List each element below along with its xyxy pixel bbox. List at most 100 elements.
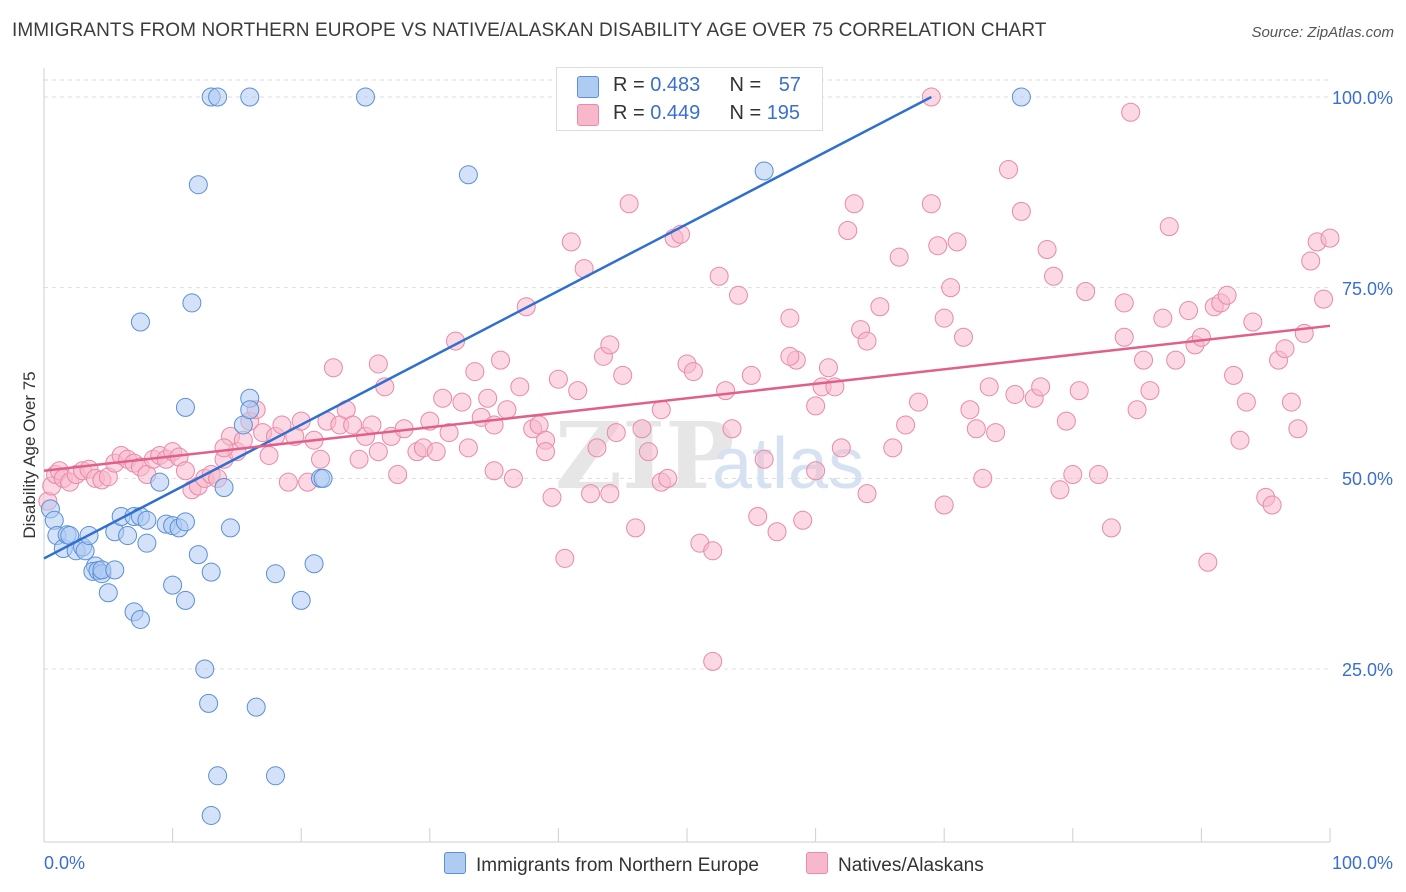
data-point-natives bbox=[960, 400, 980, 420]
data-point-immigrants bbox=[246, 697, 266, 717]
data-point-natives bbox=[548, 369, 568, 389]
data-point-natives bbox=[568, 381, 588, 401]
data-point-natives bbox=[1301, 251, 1321, 271]
data-point-natives bbox=[1011, 201, 1031, 221]
data-point-natives bbox=[966, 419, 986, 439]
data-point-natives bbox=[1243, 312, 1263, 332]
data-point-natives bbox=[934, 495, 954, 515]
data-point-immigrants bbox=[137, 510, 157, 530]
data-point-natives bbox=[581, 484, 601, 504]
data-point-natives bbox=[600, 335, 620, 355]
data-point-natives bbox=[979, 377, 999, 397]
data-point-natives bbox=[484, 461, 504, 481]
data-point-natives bbox=[780, 308, 800, 328]
data-point-natives bbox=[1320, 228, 1340, 248]
data-point-natives bbox=[896, 415, 916, 435]
data-point-immigrants bbox=[98, 583, 118, 603]
data-point-immigrants bbox=[118, 526, 138, 546]
data-point-natives bbox=[658, 468, 678, 488]
y-axis-label: Disability Age Over 75 bbox=[20, 371, 39, 539]
data-point-natives bbox=[259, 445, 279, 465]
data-point-natives bbox=[857, 331, 877, 351]
data-point-natives bbox=[767, 522, 787, 542]
data-point-natives bbox=[439, 423, 459, 443]
data-point-natives bbox=[1127, 400, 1147, 420]
data-point-natives bbox=[613, 365, 633, 385]
data-point-immigrants bbox=[458, 165, 478, 185]
data-point-natives bbox=[510, 377, 530, 397]
data-point-natives bbox=[1314, 289, 1334, 309]
legend-swatch-blue bbox=[577, 76, 599, 98]
data-point-immigrants bbox=[304, 554, 324, 574]
watermark-atlas: atlas bbox=[712, 424, 864, 504]
data-point-natives bbox=[1191, 327, 1211, 347]
data-point-natives bbox=[838, 220, 858, 240]
data-point-immigrants bbox=[208, 766, 228, 786]
data-point-immigrants bbox=[105, 560, 125, 580]
data-point-natives bbox=[844, 194, 864, 214]
data-point-immigrants bbox=[175, 512, 195, 532]
data-point-natives bbox=[683, 362, 703, 382]
data-point-natives bbox=[921, 194, 941, 214]
data-point-natives bbox=[793, 510, 813, 530]
data-point-natives bbox=[1076, 281, 1096, 301]
data-point-natives bbox=[1288, 419, 1308, 439]
data-point-natives bbox=[973, 468, 993, 488]
series-natives-alaskans bbox=[38, 87, 1340, 671]
data-point-natives bbox=[1281, 392, 1301, 412]
axes bbox=[43, 68, 1331, 843]
data-point-natives bbox=[1134, 350, 1154, 370]
legend-swatch-pink bbox=[577, 104, 599, 126]
data-point-natives bbox=[606, 423, 626, 443]
data-point-natives bbox=[1230, 430, 1250, 450]
data-point-natives bbox=[1140, 381, 1160, 401]
data-point-natives bbox=[491, 350, 511, 370]
data-point-natives bbox=[941, 278, 961, 298]
data-point-natives bbox=[1050, 480, 1070, 500]
y-tick-label: 100.0% bbox=[1332, 88, 1393, 108]
regression-line-natives bbox=[43, 324, 1331, 472]
data-point-natives bbox=[1044, 266, 1064, 286]
data-point-natives bbox=[1153, 308, 1173, 328]
legend-r-value: 0.483 bbox=[650, 74, 701, 96]
data-point-natives bbox=[214, 438, 234, 458]
data-point-natives bbox=[1101, 518, 1121, 538]
data-point-natives bbox=[818, 358, 838, 378]
data-point-natives bbox=[1159, 217, 1179, 237]
data-point-natives bbox=[754, 449, 774, 469]
data-point-natives bbox=[638, 442, 658, 462]
data-point-natives bbox=[651, 400, 671, 420]
data-point-natives bbox=[870, 297, 890, 317]
data-point-immigrants bbox=[754, 161, 774, 181]
y-tick-label: 75.0% bbox=[1342, 279, 1393, 299]
data-point-immigrants bbox=[188, 545, 208, 565]
data-point-natives bbox=[368, 442, 388, 462]
data-point-natives bbox=[1005, 384, 1025, 404]
x-tick-label-min: 0.0% bbox=[44, 853, 85, 873]
data-point-immigrants bbox=[137, 533, 157, 553]
data-point-immigrants bbox=[182, 293, 202, 313]
data-point-natives bbox=[709, 266, 729, 286]
data-point-natives bbox=[1217, 285, 1237, 305]
data-point-natives bbox=[323, 358, 343, 378]
data-point-natives bbox=[1056, 411, 1076, 431]
bottom-legend-label: Natives/Alaskans bbox=[838, 855, 984, 876]
data-point-immigrants bbox=[201, 805, 221, 825]
bottom-legend-natives: Natives/Alaskans bbox=[806, 852, 984, 877]
regression-line-immigrants bbox=[43, 95, 932, 560]
data-point-natives bbox=[368, 354, 388, 374]
data-point-immigrants bbox=[356, 87, 375, 107]
data-point-natives bbox=[1114, 293, 1134, 313]
bottom-legend-swatch-pink bbox=[806, 852, 828, 874]
data-point-immigrants bbox=[265, 564, 285, 584]
x-tick-label-max: 100.0% bbox=[1332, 853, 1393, 873]
data-point-natives bbox=[452, 392, 472, 412]
data-point-natives bbox=[986, 423, 1006, 443]
data-point-natives bbox=[1224, 365, 1244, 385]
data-point-natives bbox=[426, 442, 446, 462]
data-point-natives bbox=[1031, 377, 1051, 397]
data-point-natives bbox=[1121, 102, 1141, 122]
data-point-immigrants bbox=[265, 766, 285, 786]
data-point-immigrants bbox=[188, 175, 208, 195]
